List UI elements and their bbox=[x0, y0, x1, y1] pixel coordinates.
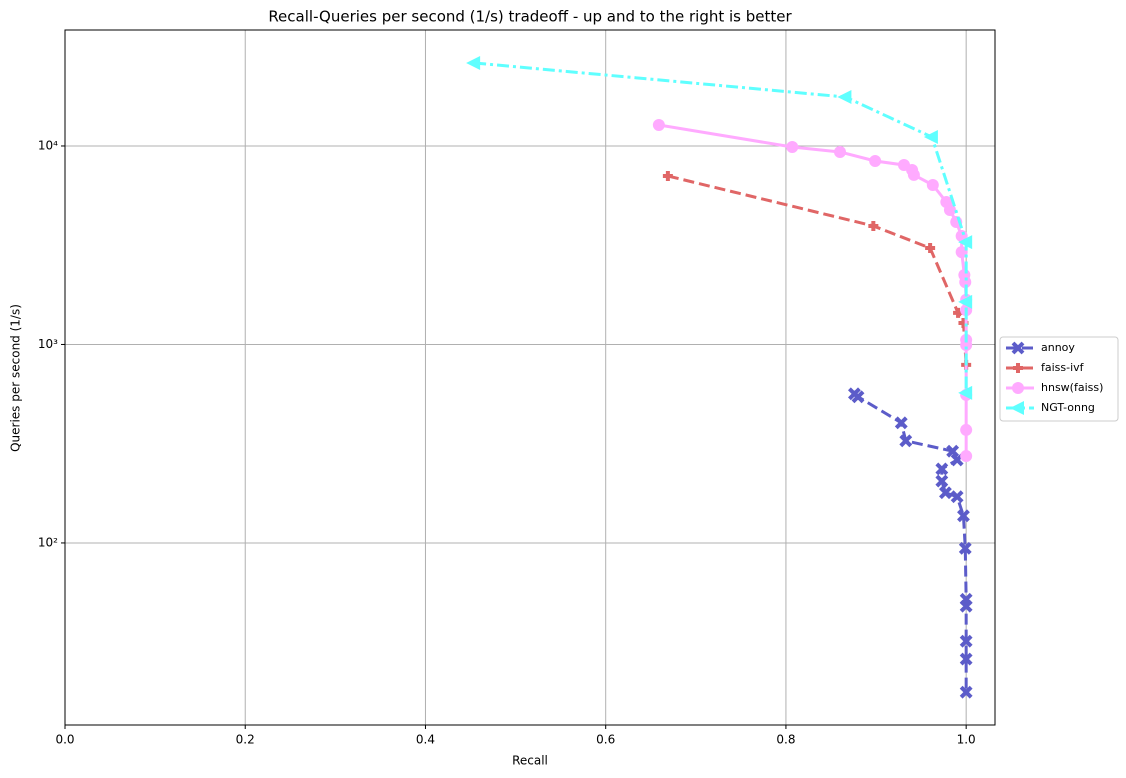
x-axis-label: Recall bbox=[512, 754, 548, 768]
marker bbox=[907, 168, 920, 181]
legend-label: hnsw(faiss) bbox=[1041, 381, 1103, 394]
marker bbox=[466, 55, 481, 70]
y-tick-label: 10² bbox=[38, 535, 58, 549]
marker bbox=[894, 416, 908, 430]
marker bbox=[959, 634, 973, 648]
x-tick-label: 0.4 bbox=[416, 733, 435, 747]
marker bbox=[935, 462, 949, 476]
y-tick-label: 10⁴ bbox=[38, 138, 58, 152]
marker bbox=[786, 141, 799, 154]
marker bbox=[834, 145, 846, 158]
marker bbox=[1010, 401, 1024, 415]
marker bbox=[959, 276, 972, 289]
x-tick-label: 1.0 bbox=[957, 733, 976, 747]
y-tick-label: 10³ bbox=[38, 337, 58, 351]
marker bbox=[943, 203, 956, 216]
marker bbox=[960, 450, 973, 463]
marker bbox=[837, 90, 852, 105]
marker bbox=[923, 130, 938, 145]
marker bbox=[957, 509, 970, 523]
plot-frame bbox=[64, 29, 996, 726]
plot-area bbox=[65, 30, 995, 725]
marker bbox=[958, 541, 972, 555]
marker bbox=[955, 246, 968, 259]
marker bbox=[925, 243, 936, 254]
marker bbox=[1013, 363, 1023, 373]
series-line bbox=[853, 392, 968, 693]
marker bbox=[960, 423, 973, 436]
y-axis-label: Queries per second (1/s) bbox=[9, 304, 23, 452]
marker bbox=[959, 599, 973, 613]
marker bbox=[1011, 341, 1025, 355]
x-tick-label: 0.0 bbox=[55, 733, 74, 747]
marker bbox=[958, 385, 973, 400]
marker bbox=[926, 178, 939, 191]
legend-box bbox=[999, 336, 1119, 422]
marker bbox=[935, 474, 949, 488]
marker bbox=[1012, 382, 1024, 394]
marker bbox=[959, 685, 973, 699]
marker bbox=[958, 294, 973, 309]
marker bbox=[851, 390, 865, 404]
series-line bbox=[667, 174, 968, 365]
marker bbox=[662, 170, 673, 181]
chart-title: Recall-Queries per second (1/s) tradeoff… bbox=[268, 8, 792, 26]
marker bbox=[869, 155, 882, 168]
marker bbox=[959, 652, 973, 666]
x-tick-label: 0.6 bbox=[596, 733, 615, 747]
marker bbox=[939, 486, 952, 500]
marker bbox=[652, 118, 665, 131]
x-tick-label: 0.8 bbox=[776, 733, 795, 747]
legend: annoy faiss-ivf hnsw(faiss) NGT-onng bbox=[1006, 341, 1103, 415]
marker bbox=[960, 338, 973, 351]
x-tick-label: 0.2 bbox=[236, 733, 255, 747]
marker bbox=[899, 434, 913, 448]
series-line bbox=[473, 61, 968, 393]
legend-label: annoy bbox=[1041, 341, 1075, 354]
marker bbox=[958, 235, 973, 250]
legend-label: NGT-onng bbox=[1041, 401, 1095, 414]
marker bbox=[950, 490, 964, 504]
series-layer bbox=[466, 55, 973, 699]
legend-label: faiss-ivf bbox=[1041, 361, 1085, 374]
marker bbox=[868, 220, 879, 231]
marker bbox=[946, 444, 960, 458]
